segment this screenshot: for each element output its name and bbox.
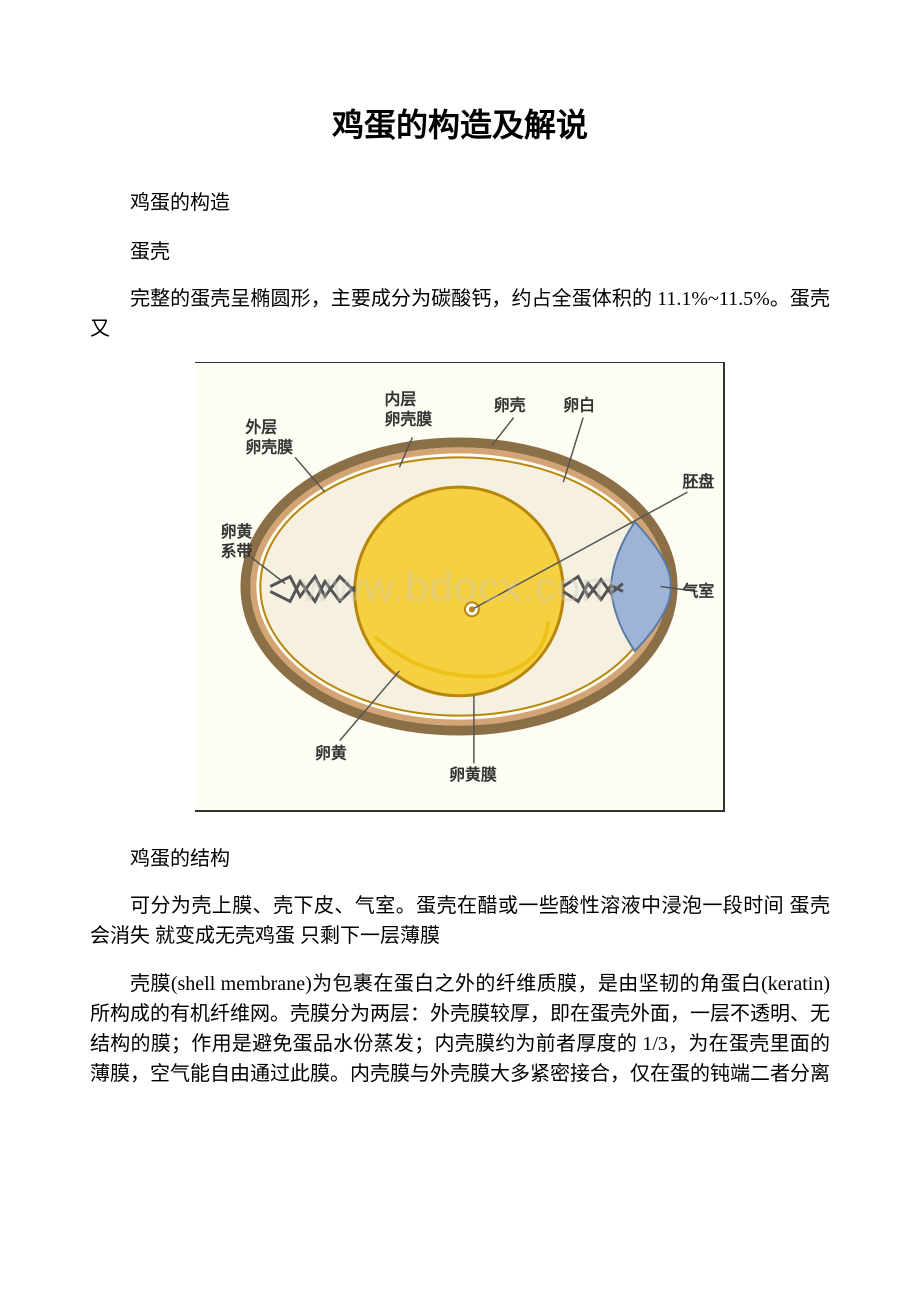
label-inner-membrane-1: 内层 [385, 390, 417, 409]
egg-diagram: 外层 卵壳膜 内层 卵壳膜 卵壳 卵白 胚盘 卵黄 系带 气室 卵黄 卵黄膜 w… [195, 362, 725, 812]
label-shell: 卵壳 [494, 396, 526, 415]
section-heading-structure: 鸡蛋的构造 [90, 186, 830, 215]
yolk [355, 487, 564, 696]
sub-heading-shell: 蛋壳 [90, 235, 830, 264]
paragraph-membrane-parts: 可分为壳上膜、壳下皮、气室。蛋壳在醋或一些酸性溶液中浸泡一段时间 蛋壳会消失 就… [90, 891, 830, 951]
label-chalaza-2: 系带 [221, 542, 253, 561]
section-heading-structure-2: 鸡蛋的结构 [90, 842, 830, 871]
label-albumen: 卵白 [563, 396, 595, 415]
egg-diagram-svg: 外层 卵壳膜 内层 卵壳膜 卵壳 卵白 胚盘 卵黄 系带 气室 卵黄 卵黄膜 [195, 363, 723, 810]
label-outer-membrane-1: 外层 [245, 418, 277, 437]
label-inner-membrane-2: 卵壳膜 [385, 410, 433, 429]
paragraph-shell-membrane: 壳膜(shell membrane)为包裹在蛋白之外的纤维质膜，是由坚韧的角蛋白… [90, 969, 830, 1089]
paragraph-shell-intro: 完整的蛋壳呈椭圆形，主要成分为碳酸钙，约占全蛋体积的 11.1%~11.5%。蛋… [90, 284, 830, 344]
label-germinal: 胚盘 [683, 472, 715, 491]
document-title: 鸡蛋的构造及解说 [90, 100, 830, 146]
label-air-cell: 气室 [682, 581, 715, 600]
label-yolk: 卵黄 [315, 743, 347, 762]
label-vitelline: 卵黄膜 [449, 765, 497, 784]
label-chalaza-1: 卵黄 [221, 522, 253, 541]
germinal-disc-center [469, 606, 475, 612]
label-outer-membrane-2: 卵壳膜 [245, 437, 293, 456]
